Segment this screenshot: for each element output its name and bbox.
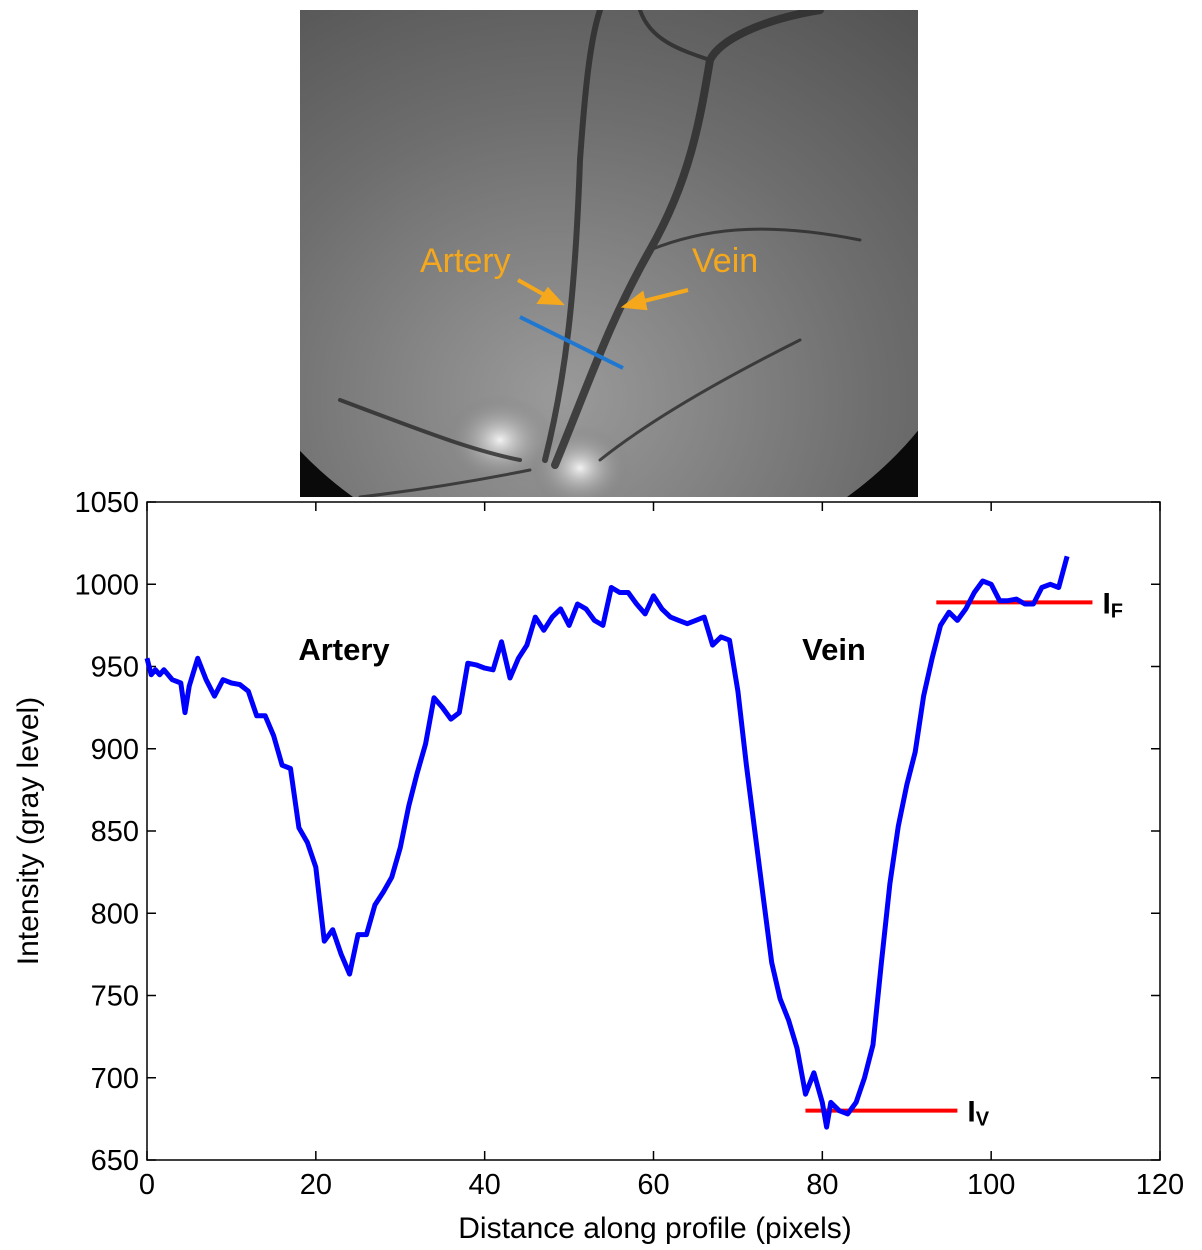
profile-line <box>144 555 1070 1130</box>
y-tick-label: 650 <box>91 1145 139 1177</box>
x-tick-label: 60 <box>637 1169 669 1201</box>
annotation: Artery <box>298 632 390 667</box>
y-tick-label: 1000 <box>74 569 139 601</box>
fundus-image: Artery Vein <box>300 10 918 497</box>
y-tick-label: 850 <box>91 816 139 848</box>
chart: Distance along profile (pixels) Intensit… <box>12 487 1184 1245</box>
reference-label-sub: F <box>1111 600 1123 622</box>
reference-label-main: I <box>1102 587 1110 620</box>
image-label: Vein <box>692 242 758 280</box>
x-tick-label: 40 <box>469 1169 501 1201</box>
x-tick-label: 120 <box>1136 1169 1184 1201</box>
profile-line <box>519 315 624 370</box>
reference-label: IV <box>967 1096 989 1131</box>
arrows <box>517 278 689 311</box>
x-tick-label: 20 <box>300 1169 332 1201</box>
annotation: Vein <box>802 632 866 667</box>
y-tick-label: 1050 <box>74 487 139 519</box>
y-tick-label: 900 <box>91 734 139 766</box>
image-label: Artery <box>420 242 511 280</box>
reference-label-main: I <box>967 1096 975 1129</box>
x-tick-label: 0 <box>139 1169 155 1201</box>
x-tick-label: 100 <box>967 1169 1015 1201</box>
y-tick-label: 700 <box>91 1063 139 1095</box>
x-axis-label: Distance along profile (pixels) <box>458 1212 852 1245</box>
y-tick-label: 750 <box>91 981 139 1013</box>
y-axis-label: Intensity (gray level) <box>12 697 45 965</box>
y-tick-label: 800 <box>91 898 139 930</box>
x-tick-label: 80 <box>806 1169 838 1201</box>
reference-label-sub: V <box>976 1109 990 1131</box>
y-tick-label: 950 <box>91 652 139 684</box>
reference-label: IF <box>1102 587 1123 622</box>
